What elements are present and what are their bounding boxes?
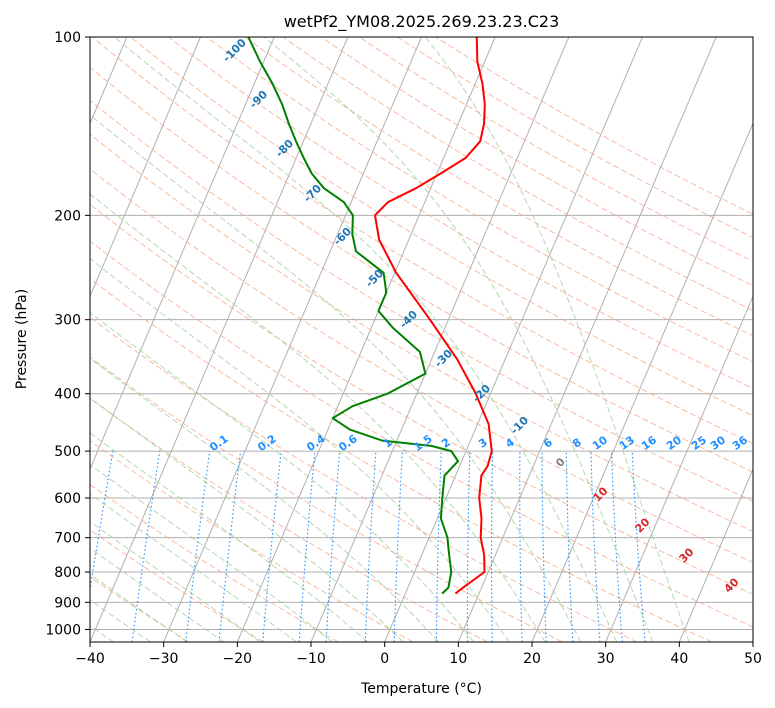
mixing-ratio-line — [218, 451, 242, 642]
dry-adiabat-line — [90, 133, 753, 532]
y-tick-label: 800 — [54, 565, 81, 581]
x-tick-label: −30 — [149, 651, 179, 667]
moist-adiabat-line — [90, 547, 225, 642]
x-tick-label: −40 — [75, 651, 105, 667]
moist-adiabat-line — [90, 114, 582, 642]
plot-frame — [89, 36, 754, 643]
isotherm-line — [90, 37, 275, 471]
isotherm-line — [457, 37, 717, 642]
y-tick-label: 900 — [54, 595, 81, 611]
moist-adiabat-line — [424, 37, 690, 642]
dewpoint-line — [247, 37, 459, 595]
dry-adiabat-line — [90, 99, 753, 502]
x-axis-label: Temperature (°C) — [360, 681, 482, 697]
moist-adiabat-line — [90, 258, 510, 642]
isotherm-line — [531, 122, 753, 642]
y-tick-label: 600 — [54, 491, 81, 507]
moist-adiabat-line — [263, 37, 654, 642]
dry-adiabat-line — [168, 37, 753, 389]
x-tick-label: −10 — [296, 651, 326, 667]
moist-adiabat-line — [90, 493, 297, 642]
x-tick-label: −20 — [223, 651, 253, 667]
mixing-ratio-line — [185, 451, 211, 642]
moist-adiabat-line — [90, 432, 368, 642]
y-tick-label: 700 — [54, 531, 81, 547]
dry-adiabat-line — [90, 240, 753, 628]
x-tick-label: 30 — [597, 651, 615, 667]
x-tick-label: 40 — [670, 651, 688, 667]
y-tick-label: 200 — [54, 208, 81, 224]
moist-adiabat-line — [90, 193, 546, 642]
dry-adiabat-line — [90, 66, 753, 473]
temperature-line — [374, 37, 493, 595]
y-tick-label: 1000 — [45, 622, 81, 638]
moist-adiabat-line — [90, 599, 151, 642]
isotherm-line — [384, 37, 643, 642]
isotherm-line — [90, 37, 201, 298]
dry-adiabat-line — [130, 37, 753, 417]
dry-adiabat-line — [90, 483, 339, 642]
dry-adiabat-line — [435, 37, 753, 215]
y-axis-label: Pressure (hPa) — [14, 289, 30, 389]
x-tick-label: 20 — [523, 651, 541, 667]
dry-adiabat-line — [90, 278, 712, 642]
mixing-ratio-line — [131, 451, 161, 642]
moist-adiabat-line — [90, 573, 188, 642]
y-tick-label: 100 — [54, 30, 81, 46]
dry-adiabat-line — [282, 37, 753, 312]
x-tick-label: 50 — [744, 651, 762, 667]
moist-adiabat-line — [90, 463, 333, 642]
moist-adiabat-line — [114, 37, 618, 642]
moist-adiabat-line — [90, 311, 475, 642]
dry-adiabat-line — [90, 316, 638, 642]
moist-adiabat-line — [90, 357, 439, 642]
dry-adiabat-line — [320, 37, 753, 287]
mixing-ratio-line — [90, 451, 114, 594]
isotherm-line — [90, 37, 349, 642]
moist-adiabat-line — [90, 520, 261, 642]
isotherm-line — [678, 467, 753, 642]
dry-adiabat-line — [206, 37, 753, 363]
x-tick-label: 10 — [449, 651, 467, 667]
isotherm-line — [236, 37, 496, 642]
moist-adiabat-line — [90, 397, 404, 642]
chart-title: wetPf2_YM08.2025.269.23.23.C23 — [284, 12, 560, 32]
y-tick-label: 500 — [54, 444, 81, 460]
isotherm-line — [605, 295, 753, 642]
x-tick-label: 0 — [380, 651, 389, 667]
dry-adiabat-line — [91, 37, 753, 445]
y-tick-label: 400 — [54, 387, 81, 403]
y-tick-label: 300 — [54, 313, 81, 329]
